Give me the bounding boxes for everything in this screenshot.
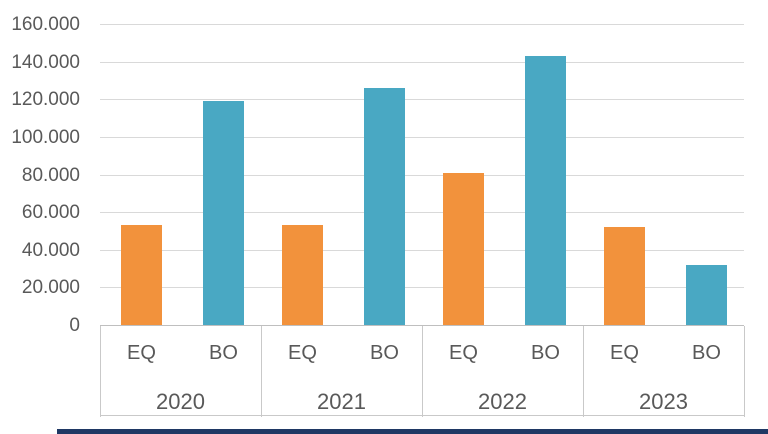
bar-2022-eq (443, 172, 484, 325)
gridline (100, 249, 744, 251)
y-axis-tick-label: 20.000 (21, 277, 80, 299)
gridline (100, 24, 744, 25)
y-axis-tick-label: 140.000 (11, 51, 80, 73)
y-axis-tick-label: 160.000 (11, 14, 80, 35)
y-axis-tick-label: 0 (69, 315, 80, 336)
subcategory-label-2021-bo: BO (370, 342, 399, 364)
y-axis-tick-label: 120.000 (11, 89, 80, 111)
axis-divider (422, 326, 423, 417)
axis-divider (261, 326, 262, 417)
category-label-2020: 2020 (156, 389, 205, 414)
y-axis-tick-label: 40.000 (21, 239, 80, 261)
subcategory-label-2021-eq: EQ (288, 342, 317, 364)
subcategory-label-2020-eq: EQ (127, 342, 156, 364)
bar-2021-bo (364, 87, 405, 325)
category-axis-bottom-line (100, 415, 744, 416)
axis-divider (744, 326, 745, 417)
y-axis-tick-label: 60.000 (21, 202, 80, 224)
y-axis-tick-label: 100.000 (11, 126, 80, 148)
y-axis-tick-label: 80.000 (21, 164, 80, 186)
axis-divider (583, 326, 584, 417)
bar-2022-bo (525, 55, 566, 325)
bar-2021-eq (282, 225, 323, 325)
gridline (100, 287, 744, 289)
axis-divider (100, 326, 101, 417)
subcategory-label-2023-bo: BO (692, 342, 721, 364)
category-label-2021: 2021 (317, 389, 366, 414)
category-label-2023: 2023 (639, 389, 688, 414)
gridline (100, 99, 744, 101)
bar-2020-bo (203, 101, 244, 325)
x-axis-line (100, 325, 744, 326)
subcategory-label-2022-bo: BO (531, 342, 560, 364)
subcategory-label-2020-bo: BO (209, 342, 238, 364)
gridline (100, 174, 744, 176)
bar-2023-eq (604, 227, 645, 325)
gridline (100, 212, 744, 214)
subcategory-label-2023-eq: EQ (610, 342, 639, 364)
bar-2020-eq (121, 225, 162, 325)
gridline (100, 61, 744, 63)
gridline (100, 136, 744, 138)
subcategory-label-2022-eq: EQ (449, 342, 478, 364)
bar-2023-bo (686, 264, 727, 325)
category-label-2022: 2022 (478, 389, 527, 414)
bottom-accent-bar (57, 429, 768, 434)
